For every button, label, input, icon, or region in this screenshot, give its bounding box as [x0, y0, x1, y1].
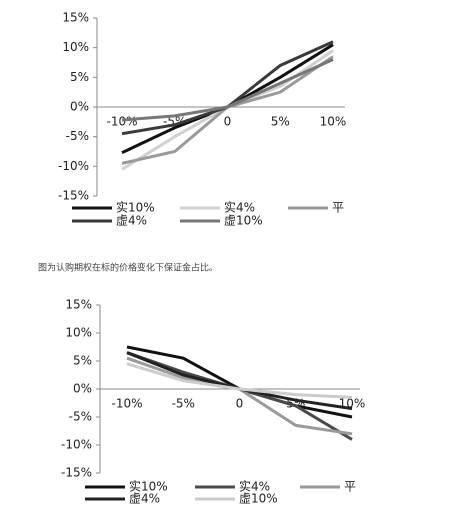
line-series: [121, 58, 334, 122]
y-tick-label: 5%: [73, 354, 92, 368]
y-tick-label: 10%: [65, 326, 92, 340]
y-tick-label: 5%: [70, 70, 89, 84]
x-tick-label: -10%: [106, 115, 137, 129]
line-series: [126, 362, 353, 399]
legend-label: 实10%: [116, 200, 155, 215]
legend-label: 实10%: [129, 479, 168, 494]
y-tick-label: -15%: [58, 189, 89, 203]
y-tick-label: 0%: [73, 382, 92, 396]
legend-label: 虚4%: [129, 492, 160, 506]
y-tick-label: -5%: [69, 410, 92, 424]
y-tick-label: 15%: [62, 11, 89, 25]
legend-label: 平: [332, 201, 344, 215]
y-tick-label: 10%: [62, 40, 89, 54]
x-tick-label: 5%: [271, 115, 290, 129]
x-tick-label: -5%: [172, 397, 195, 411]
legend-label: 虚10%: [239, 492, 278, 506]
caption: 图为认购期权在标的价格变化下保证金占比。: [38, 262, 218, 274]
legend-label: 实4%: [239, 479, 270, 494]
legend-label: 虚4%: [116, 214, 147, 228]
x-tick-label: -10%: [111, 397, 142, 411]
x-tick-label: 0: [236, 397, 244, 411]
y-tick-label: -10%: [58, 159, 89, 173]
y-tick-label: -5%: [66, 129, 89, 143]
legend-label: 平: [344, 480, 356, 494]
legend-label: 实4%: [224, 200, 255, 215]
y-tick-label: -10%: [61, 438, 92, 452]
y-tick-label: -15%: [61, 466, 92, 480]
x-tick-label: 10%: [320, 115, 347, 129]
legend-label: 虚10%: [224, 214, 263, 228]
x-tick-label: 0: [224, 115, 232, 129]
y-tick-label: 0%: [70, 100, 89, 114]
y-tick-label: 15%: [65, 298, 92, 312]
